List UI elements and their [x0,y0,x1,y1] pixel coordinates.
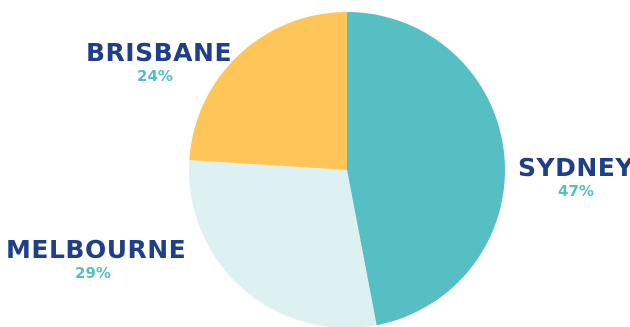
pie-slice-brisbane [189,12,347,170]
slice-percent-melbourne: 29% [75,264,111,282]
pie-slice-melbourne [188,160,377,327]
pie-slice-sydney [347,12,505,326]
label-sydney: SYDNEY 47% [516,155,630,199]
slice-percent-brisbane: 24% [137,67,173,85]
slice-percent-sydney: 47% [558,182,594,200]
slice-name-brisbane: BRISBANE [86,38,233,67]
label-brisbane: BRISBANE 24% [86,38,233,85]
label-melbourne: MELBOURNE 29% [6,235,187,282]
slice-name-sydney: SYDNEY [518,153,630,182]
slice-name-melbourne: MELBOURNE [6,235,187,264]
